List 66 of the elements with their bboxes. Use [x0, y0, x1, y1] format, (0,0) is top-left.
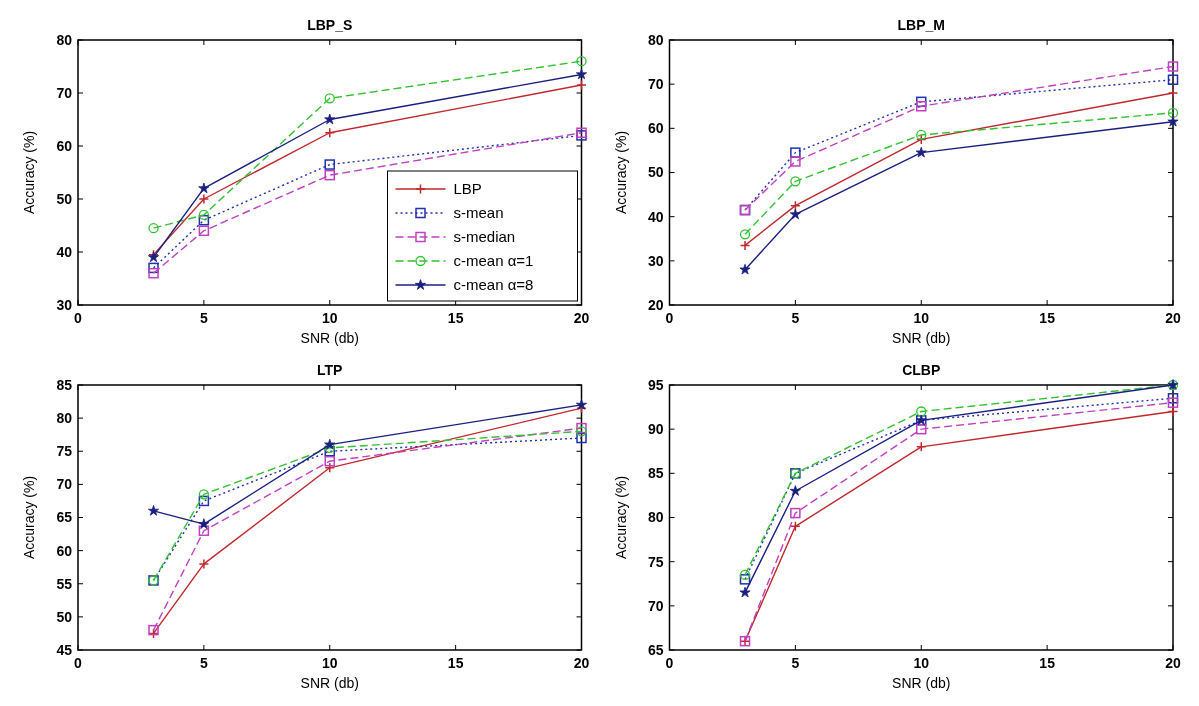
x-tick-label: 15 [1039, 655, 1056, 671]
x-tick-label: 20 [1165, 310, 1181, 326]
x-tick-label: 5 [199, 655, 208, 671]
x-axis-title: SNR (db) [892, 330, 951, 346]
chart-title: LTP [317, 362, 343, 378]
chart-title: LBP_S [307, 17, 353, 33]
y-tick-label: 60 [56, 137, 73, 154]
y-tick-label: 60 [56, 542, 73, 559]
x-tick-label: 5 [791, 310, 800, 326]
y-tick-label: 45 [56, 641, 73, 658]
y-tick-label: 70 [56, 84, 73, 101]
x-tick-label: 0 [665, 310, 674, 326]
y-tick-label: 55 [56, 575, 73, 592]
y-axis-title: Accuracy (%) [21, 475, 37, 560]
y-tick-label: 70 [647, 597, 664, 614]
y-tick-label: 50 [647, 164, 664, 181]
y-tick-label: 70 [56, 476, 73, 493]
x-tick-label: 10 [321, 655, 338, 671]
legend-label: c-mean α=8 [453, 276, 534, 294]
x-tick-label: 10 [321, 310, 338, 326]
y-tick-label: 50 [56, 190, 73, 207]
y-tick-label: 85 [56, 376, 73, 393]
x-tick-label: 15 [447, 310, 464, 326]
y-tick-label: 40 [647, 208, 664, 225]
x-tick-label: 5 [199, 310, 208, 326]
x-axis-title: SNR (db) [892, 675, 951, 691]
y-tick-label: 40 [56, 243, 73, 260]
x-tick-label: 20 [573, 310, 590, 326]
x-tick-label: 15 [447, 655, 464, 671]
y-tick-label: 20 [647, 296, 664, 313]
x-tick-label: 20 [573, 655, 590, 671]
x-tick-label: 10 [913, 310, 930, 326]
y-tick-label: 75 [647, 553, 664, 570]
x-tick-label: 0 [74, 655, 83, 671]
y-tick-label: 80 [647, 31, 664, 48]
y-tick-label: 75 [56, 443, 73, 460]
legend-label: c-mean α=1 [453, 252, 534, 270]
y-tick-label: 60 [647, 120, 664, 137]
x-axis-title: SNR (db) [300, 330, 359, 346]
y-tick-label: 80 [56, 410, 73, 427]
y-tick-label: 50 [56, 608, 73, 625]
x-tick-label: 15 [1039, 310, 1056, 326]
y-tick-label: 85 [647, 465, 664, 482]
x-axis-title: SNR (db) [300, 675, 359, 691]
legend-label: s-mean [453, 204, 504, 222]
y-tick-label: 30 [647, 252, 664, 269]
legend-label: LBP [453, 180, 482, 198]
y-tick-label: 70 [647, 76, 664, 93]
legend-label: s-median [453, 228, 516, 246]
y-tick-label: 80 [647, 509, 664, 526]
y-tick-label: 90 [647, 421, 664, 438]
x-tick-label: 0 [665, 655, 674, 671]
y-axis-title: Accuracy (%) [21, 130, 37, 215]
chart-title: CLBP [902, 362, 941, 378]
y-axis-title: Accuracy (%) [612, 475, 629, 560]
y-tick-label: 80 [56, 31, 73, 48]
x-tick-label: 20 [1165, 655, 1181, 671]
x-tick-label: 5 [791, 655, 800, 671]
y-tick-label: 65 [647, 641, 664, 658]
y-tick-label: 95 [647, 376, 664, 393]
y-tick-label: 65 [56, 509, 73, 526]
x-tick-label: 10 [913, 655, 930, 671]
y-axis-title: Accuracy (%) [612, 130, 629, 215]
y-tick-label: 30 [56, 296, 73, 313]
chart-title: LBP_M [897, 17, 945, 33]
x-tick-label: 0 [74, 310, 83, 326]
